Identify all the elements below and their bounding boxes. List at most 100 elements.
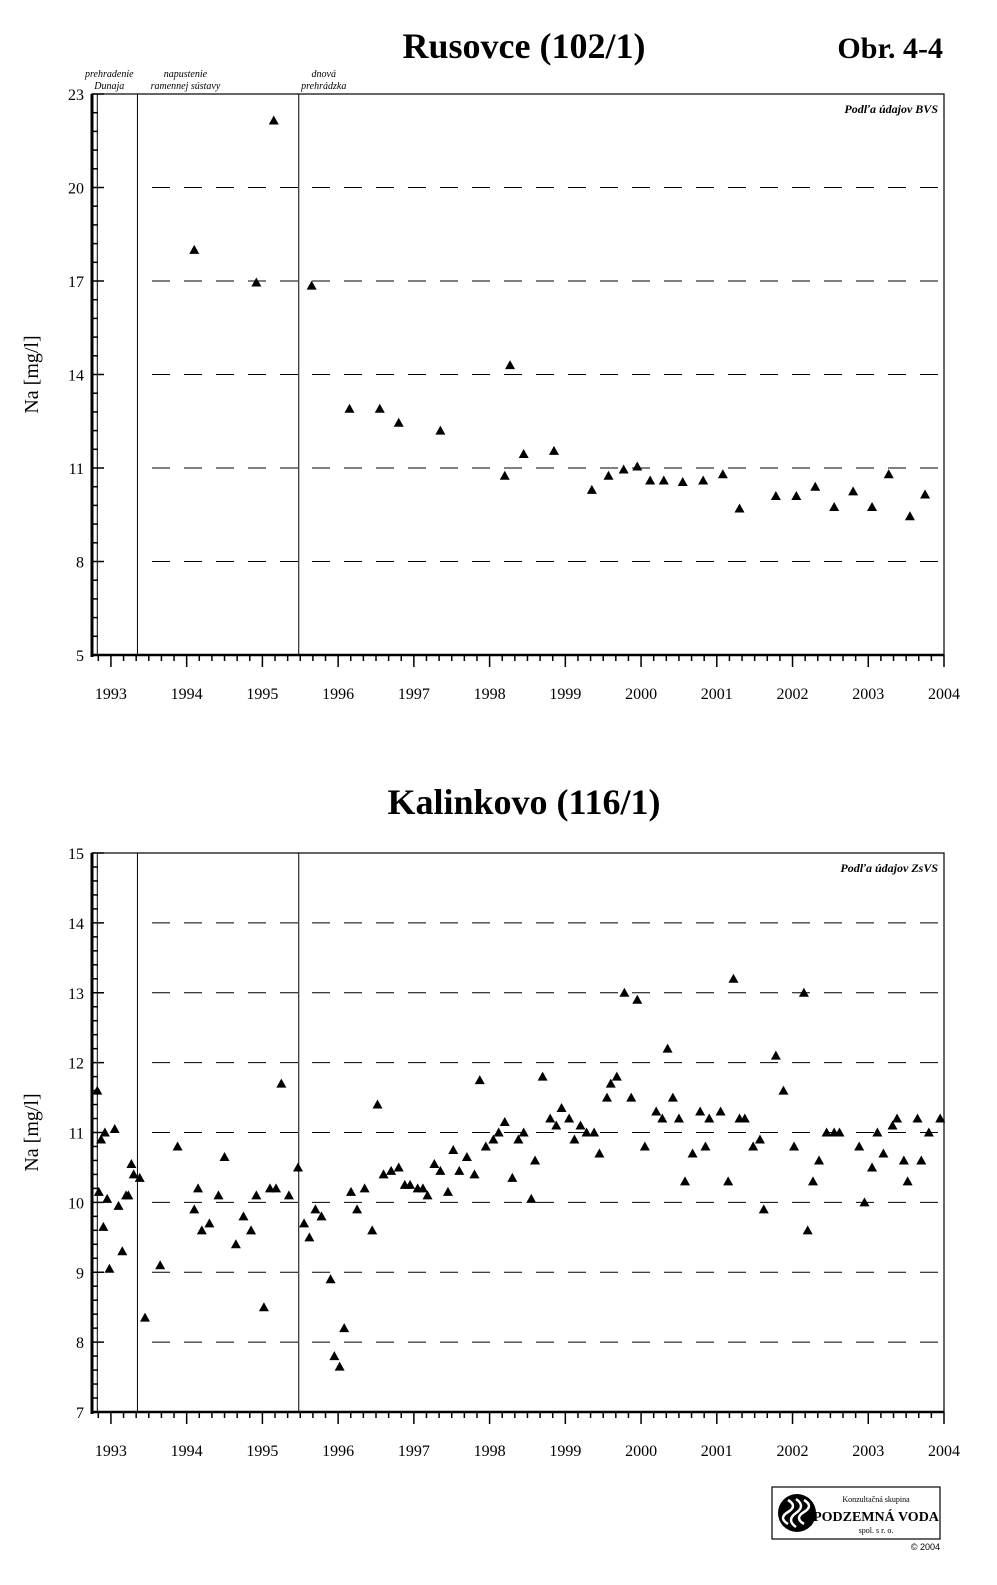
data-point: [770, 491, 781, 501]
data-point: [499, 470, 510, 480]
data-point: [575, 1120, 586, 1130]
data-point: [480, 1141, 491, 1151]
data-point: [798, 987, 809, 997]
y-tick-label: 13: [68, 986, 84, 1003]
event-label-line1: dnová: [312, 69, 336, 80]
data-point: [589, 1127, 600, 1137]
data-point: [594, 1148, 605, 1158]
data-point: [645, 475, 656, 485]
data-point: [196, 1225, 207, 1235]
data-point: [867, 1162, 878, 1172]
data-point: [304, 1232, 315, 1242]
data-point: [329, 1351, 340, 1361]
data-point: [611, 1071, 622, 1081]
data-point: [556, 1103, 567, 1113]
data-point: [916, 1155, 927, 1165]
event-label-line2: Dunaja: [93, 81, 124, 92]
logo-line1: Konzultačná skupina: [842, 1495, 910, 1504]
data-point: [673, 1113, 684, 1123]
data-point: [530, 1155, 541, 1165]
x-tick-label: 1995: [246, 686, 278, 703]
data-point: [526, 1193, 537, 1203]
y-tick-label: 20: [68, 181, 84, 198]
data-point: [499, 1117, 510, 1127]
data-point: [923, 1127, 934, 1137]
data-point: [189, 244, 200, 254]
x-tick-label: 2001: [701, 1443, 733, 1460]
x-tick-label: 1997: [398, 686, 430, 703]
data-point: [352, 1204, 363, 1214]
data-point: [754, 1134, 765, 1144]
data-point: [715, 1106, 726, 1116]
data-point: [789, 1141, 800, 1151]
data-point: [586, 484, 597, 494]
x-tick-label: 1993: [95, 1443, 127, 1460]
data-point: [537, 1071, 548, 1081]
data-point: [834, 1127, 845, 1137]
x-tick-label: 2003: [852, 1443, 884, 1460]
source-note: Podľa údajov BVS: [844, 102, 938, 116]
data-point: [728, 973, 739, 983]
x-tick-label: 1994: [171, 686, 203, 703]
data-point: [442, 1186, 453, 1196]
x-tick-label: 1996: [322, 686, 354, 703]
x-tick-label: 1999: [549, 1443, 581, 1460]
x-tick-label: 1993: [95, 686, 127, 703]
data-point: [393, 417, 404, 427]
data-point: [935, 1113, 946, 1123]
data-point: [679, 1176, 690, 1186]
data-point: [117, 1246, 128, 1256]
x-tick-label: 2000: [625, 1443, 657, 1460]
y-tick-label: 11: [69, 461, 84, 478]
y-tick-label: 14: [68, 368, 84, 385]
data-point: [238, 1211, 249, 1221]
data-point: [518, 448, 529, 458]
data-point: [258, 1302, 269, 1312]
data-point: [878, 1148, 889, 1158]
data-point: [374, 403, 385, 413]
data-point: [378, 1169, 389, 1179]
data-point: [488, 1134, 499, 1144]
data-point: [814, 1155, 825, 1165]
y-tick-label: 11: [69, 1126, 84, 1143]
data-point: [189, 1204, 200, 1214]
data-point: [123, 1190, 134, 1200]
data-point: [695, 1106, 706, 1116]
data-point: [564, 1113, 575, 1123]
chart1-title: Rusovce (102/1): [403, 26, 646, 66]
data-point: [662, 1043, 673, 1053]
data-point: [717, 469, 728, 479]
data-point: [920, 489, 931, 499]
data-point: [513, 1134, 524, 1144]
data-point: [569, 1134, 580, 1144]
data-point: [104, 1263, 115, 1273]
x-tick-label: 1997: [398, 1443, 430, 1460]
data-point: [339, 1323, 350, 1333]
data-point: [251, 277, 262, 287]
data-point: [548, 445, 559, 455]
figure-label: Obr. 4-4: [837, 32, 943, 65]
data-point: [92, 1085, 103, 1095]
x-tick-label: 2000: [625, 686, 657, 703]
data-point: [367, 1225, 378, 1235]
data-point: [898, 1155, 909, 1165]
data-point: [545, 1113, 556, 1123]
data-point: [507, 1172, 518, 1182]
data-point: [268, 115, 279, 125]
data-point: [518, 1127, 529, 1137]
x-tick-label: 2002: [777, 1443, 809, 1460]
data-point: [704, 1113, 715, 1123]
data-point: [848, 486, 859, 496]
logo-line2: PODZEMNÁ VODA: [813, 1508, 940, 1525]
data-point: [429, 1158, 440, 1168]
data-point: [872, 1127, 883, 1137]
company-logo: Konzultačná skupina PODZEMNÁ VODA spol. …: [771, 1486, 941, 1552]
event-label-line2: ramennej sústavy: [151, 81, 221, 92]
data-point: [778, 1085, 789, 1095]
data-point: [867, 501, 878, 511]
data-point: [667, 1092, 678, 1102]
data-point: [601, 1092, 612, 1102]
data-point: [359, 1183, 370, 1193]
data-point: [739, 1113, 750, 1123]
data-point: [651, 1106, 662, 1116]
